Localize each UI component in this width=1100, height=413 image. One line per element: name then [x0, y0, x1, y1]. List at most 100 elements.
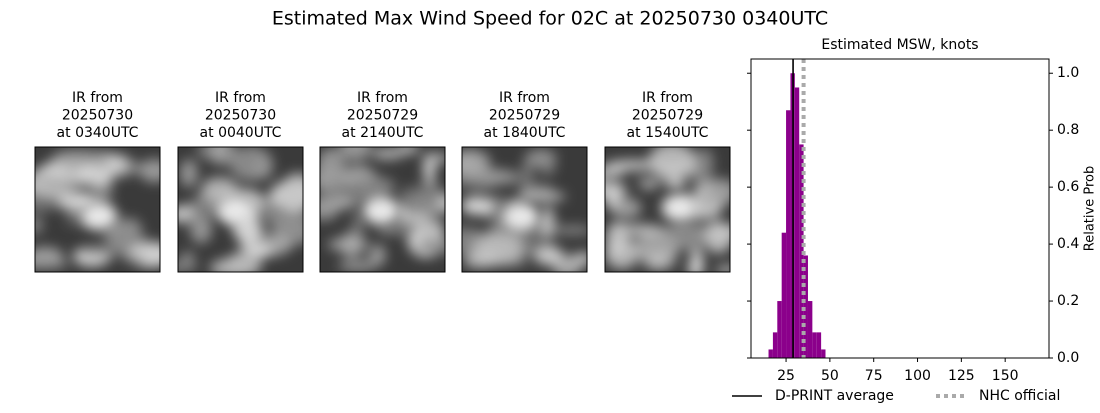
cloud: [329, 179, 347, 197]
panel-title: at 0340UTC: [57, 125, 139, 141]
cloud: [662, 221, 709, 250]
y-tick-label: 0.4: [1057, 236, 1079, 252]
bar: [794, 87, 800, 358]
cloud-core: [502, 202, 539, 231]
legend-label: NHC official: [979, 388, 1060, 404]
cloud: [611, 197, 642, 219]
cloud: [52, 149, 106, 165]
plot-frame: [750, 58, 1050, 359]
bar: [777, 301, 782, 358]
cloud-layer: [35, 149, 160, 271]
ir-image: [35, 147, 160, 272]
ir-image: [320, 147, 445, 272]
panel-frame: [177, 146, 304, 273]
cloud: [178, 205, 194, 223]
cloud: [462, 149, 491, 176]
panel-title: IR from: [499, 90, 550, 106]
panel-title: 20250729: [347, 108, 418, 124]
cloud: [495, 171, 519, 185]
cloud: [518, 182, 553, 194]
x-tick-label: 100: [904, 368, 931, 384]
y-axis-label: Relative Prob: [1083, 166, 1098, 251]
panel-title: IR from: [357, 90, 408, 106]
cloud: [77, 244, 127, 257]
cloud: [102, 218, 144, 251]
cloud: [269, 210, 303, 239]
cloud: [462, 253, 498, 269]
cloud: [396, 185, 440, 216]
panel-title: at 1540UTC: [627, 125, 709, 141]
cloud: [189, 214, 213, 244]
cloud: [369, 244, 386, 267]
cloud: [666, 177, 686, 190]
cloud-core: [363, 196, 400, 225]
cloud: [417, 216, 445, 246]
panel-title: 20250730: [62, 108, 133, 124]
cloud-core: [217, 196, 254, 225]
panel-title: IR from: [642, 90, 693, 106]
cloud: [688, 192, 728, 208]
panel-title: IR from: [215, 90, 266, 106]
panel-title: 20250729: [632, 108, 703, 124]
ir-image: [178, 147, 303, 272]
legend-label: D-PRINT average: [775, 388, 894, 404]
cloud: [351, 211, 367, 237]
cloud: [462, 196, 493, 215]
bar: [807, 301, 813, 358]
y-tick-label: 0.8: [1057, 122, 1079, 138]
cloud: [376, 224, 411, 235]
x-tick-label: 75: [865, 368, 883, 384]
panel-title: 20250729: [489, 108, 560, 124]
cloud: [397, 147, 420, 155]
cloud: [605, 160, 660, 171]
bar: [772, 332, 778, 358]
cloud: [122, 254, 146, 264]
cloud-core: [661, 193, 698, 222]
cloud: [326, 237, 370, 252]
cloud: [424, 153, 445, 164]
bar: [803, 255, 808, 358]
cloud: [516, 191, 566, 202]
bar: [816, 332, 822, 358]
cloud: [605, 238, 639, 270]
cloud: [105, 153, 128, 175]
panel-frame: [604, 146, 731, 273]
cloud: [238, 249, 256, 270]
bar: [768, 349, 773, 358]
bar: [781, 232, 787, 358]
x-tick-label: 25: [777, 368, 795, 384]
y-tick-label: 0.6: [1057, 179, 1079, 195]
bar: [799, 144, 804, 358]
cloud: [648, 147, 696, 177]
cloud: [414, 239, 445, 255]
ir-image: [462, 147, 587, 272]
cloud: [540, 206, 555, 237]
cloud: [550, 226, 587, 235]
cloud: [201, 177, 238, 201]
panel-frame: [34, 146, 161, 273]
cloud: [552, 255, 582, 272]
cloud: [229, 147, 273, 181]
x-tick-label: 50: [821, 368, 839, 384]
panel-frame: [319, 146, 446, 273]
cloud: [689, 247, 704, 272]
cloud: [35, 215, 44, 235]
cloud: [605, 181, 627, 199]
cloud: [540, 162, 556, 176]
cloud: [179, 252, 196, 263]
cloud: [284, 173, 303, 191]
ir-image: [605, 147, 730, 272]
figure-title: Estimated Max Wind Speed for 02C at 2025…: [272, 8, 828, 30]
cloud: [179, 159, 198, 188]
cloud: [178, 262, 199, 272]
y-tick-label: 1.0: [1057, 65, 1079, 81]
cloud: [466, 172, 500, 191]
cloud: [715, 265, 730, 272]
cloud: [35, 258, 69, 271]
y-tick-label: 0.0: [1057, 350, 1079, 366]
bar: [812, 332, 817, 358]
panel-title: at 1840UTC: [484, 125, 566, 141]
cloud: [347, 175, 396, 197]
panel-frame: [461, 146, 588, 273]
